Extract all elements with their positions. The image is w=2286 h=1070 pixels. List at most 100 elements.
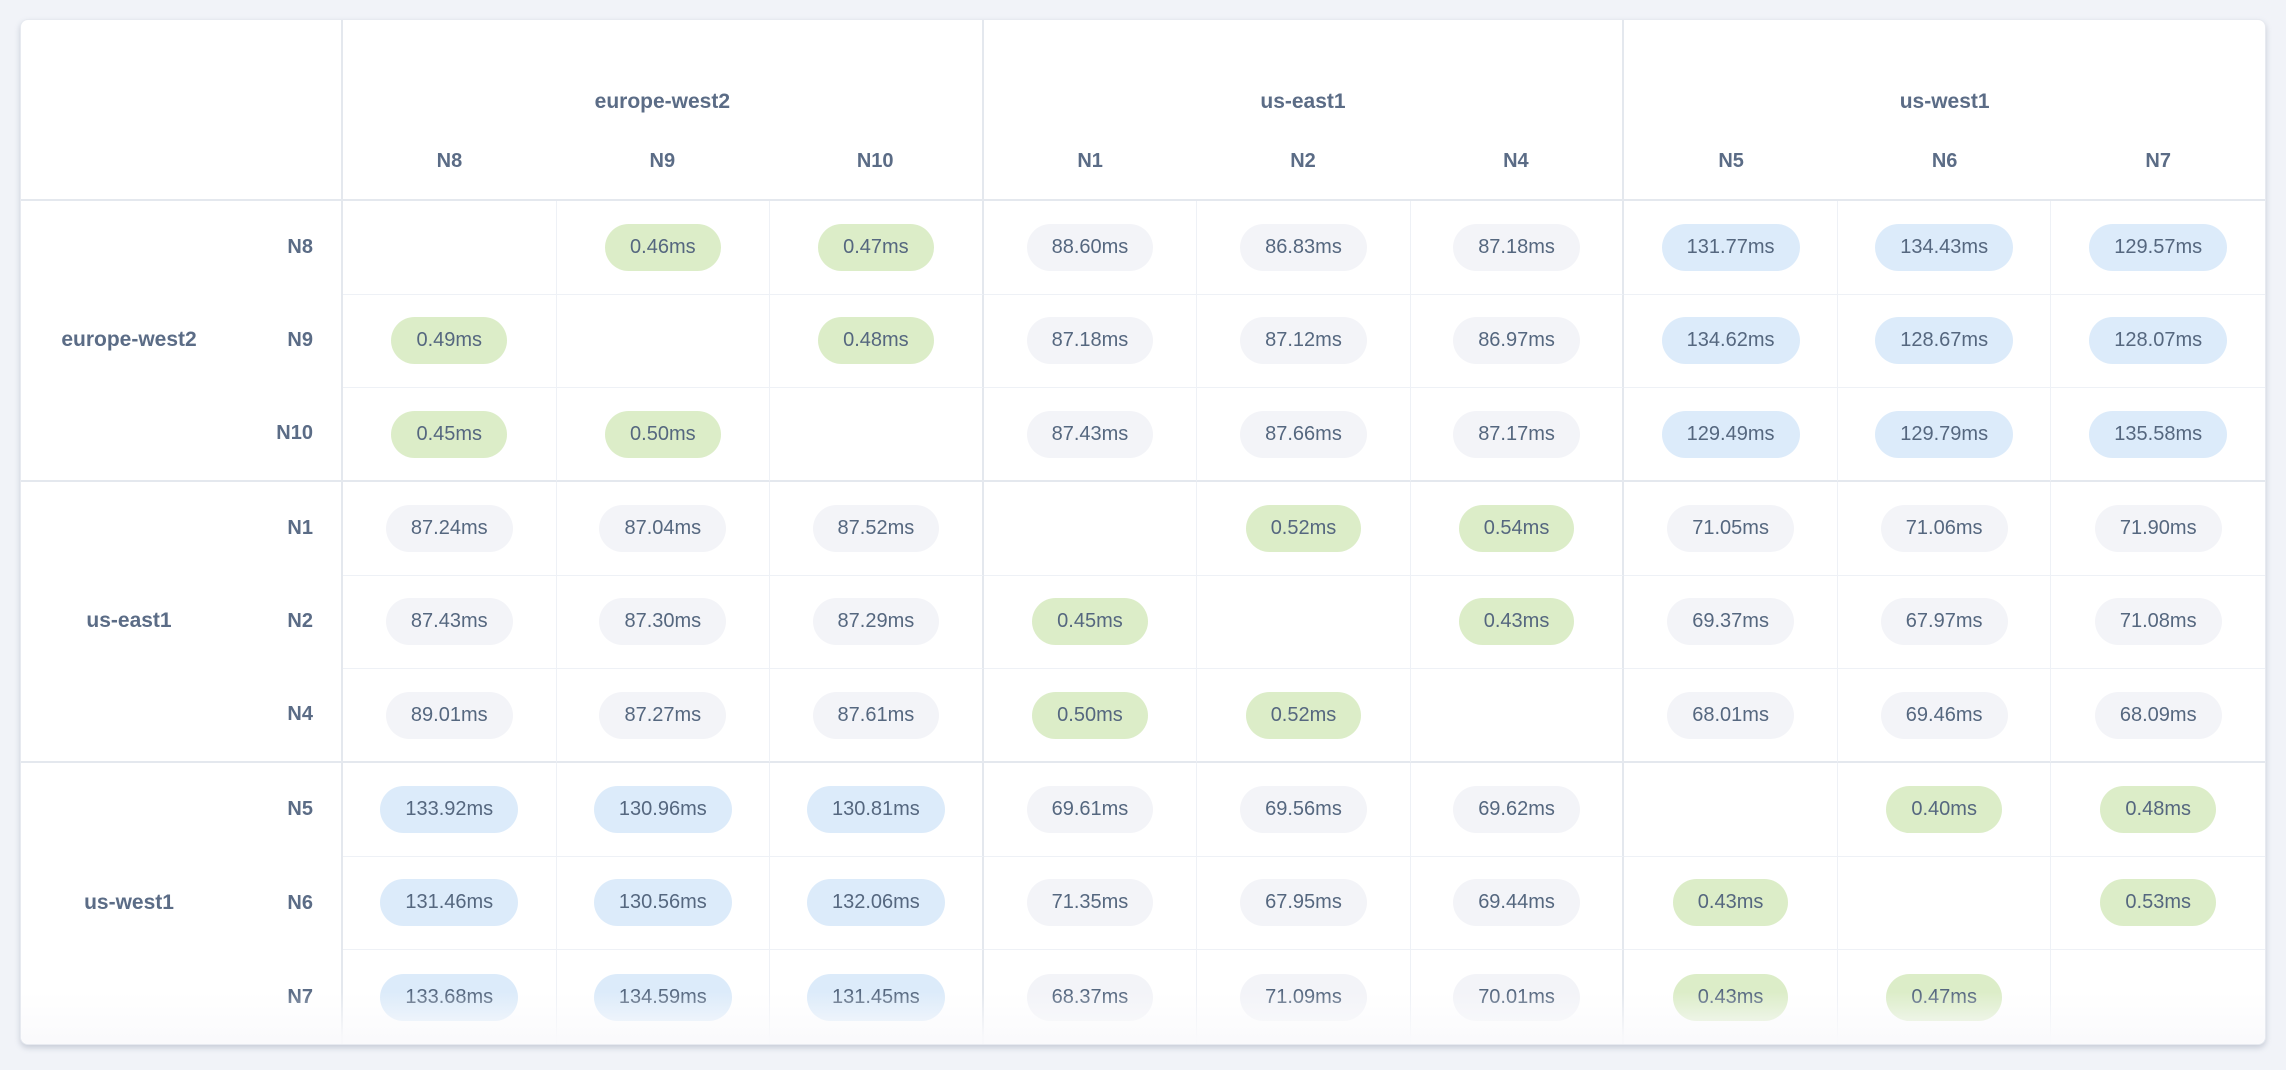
latency-value-pill[interactable]: 133.68ms bbox=[380, 973, 519, 1021]
latency-value-pill[interactable]: 87.30ms bbox=[599, 598, 727, 646]
latency-value-pill[interactable]: 69.46ms bbox=[1880, 691, 2008, 739]
row-group-label-cell: us-west1 N5 N6 N7 bbox=[21, 762, 343, 1044]
latency-value-pill[interactable]: 86.83ms bbox=[1240, 223, 1367, 271]
latency-value-pill[interactable]: 0.43ms bbox=[1672, 879, 1789, 927]
latency-value-pill[interactable]: 128.07ms bbox=[2089, 317, 2228, 365]
latency-value-pill[interactable]: 71.35ms bbox=[1026, 879, 1154, 927]
latency-cell: 87.43ms bbox=[983, 388, 1198, 482]
row-node-label: N7 bbox=[287, 985, 313, 1008]
latency-value-pill[interactable]: 68.37ms bbox=[1026, 973, 1154, 1021]
latency-value-pill[interactable]: 0.45ms bbox=[391, 410, 508, 458]
latency-cell: 71.06ms bbox=[1837, 481, 2052, 576]
latency-value-pill[interactable]: 67.95ms bbox=[1240, 879, 1367, 927]
column-node-header: N6 bbox=[1931, 150, 1958, 172]
latency-value-pill[interactable]: 69.62ms bbox=[1453, 785, 1580, 833]
latency-value-pill[interactable]: 131.77ms bbox=[1661, 223, 1800, 271]
latency-cell: 134.62ms bbox=[1624, 294, 1838, 389]
row-node-label: N5 bbox=[287, 798, 313, 821]
latency-value-pill[interactable]: 0.52ms bbox=[1245, 504, 1362, 552]
latency-value-pill[interactable]: 87.24ms bbox=[385, 504, 513, 552]
latency-value-pill[interactable]: 71.08ms bbox=[2094, 598, 2222, 646]
latency-value-pill[interactable]: 134.62ms bbox=[1661, 317, 1800, 365]
latency-cell: 87.18ms bbox=[1410, 201, 1625, 295]
latency-value-pill[interactable]: 87.18ms bbox=[1026, 317, 1154, 365]
latency-cell: 133.68ms bbox=[343, 950, 557, 1044]
latency-value-pill[interactable]: 128.67ms bbox=[1875, 317, 2014, 365]
latency-value-pill[interactable]: 131.46ms bbox=[380, 879, 519, 927]
latency-value-pill[interactable]: 69.61ms bbox=[1026, 785, 1154, 833]
latency-value-pill[interactable]: 0.50ms bbox=[1032, 691, 1148, 739]
matrix-corner-cell bbox=[21, 20, 343, 201]
row-group-region-label: us-east1 bbox=[86, 609, 172, 633]
latency-cell: 0.48ms bbox=[770, 294, 984, 389]
latency-value-pill[interactable]: 71.90ms bbox=[2094, 504, 2222, 552]
column-group-region-label: us-east1 bbox=[1260, 90, 1346, 113]
latency-value-pill[interactable]: 70.01ms bbox=[1453, 973, 1580, 1021]
column-node-header-row: N8 N9 N10 bbox=[343, 150, 982, 173]
latency-value-pill[interactable]: 0.48ms bbox=[2100, 785, 2217, 833]
latency-value-pill[interactable]: 87.04ms bbox=[599, 504, 727, 552]
latency-value-pill[interactable]: 133.92ms bbox=[380, 785, 519, 833]
latency-value-pill[interactable]: 87.12ms bbox=[1240, 317, 1367, 365]
latency-value-pill[interactable]: 0.40ms bbox=[1886, 785, 2002, 833]
latency-value-pill[interactable]: 0.46ms bbox=[605, 223, 721, 271]
latency-value-pill[interactable]: 0.50ms bbox=[605, 410, 721, 458]
latency-value-pill[interactable]: 87.52ms bbox=[812, 504, 940, 552]
latency-value-pill[interactable]: 0.52ms bbox=[1245, 691, 1362, 739]
latency-value-pill[interactable]: 130.81ms bbox=[806, 785, 945, 833]
latency-value-pill[interactable]: 0.45ms bbox=[1032, 598, 1148, 646]
latency-value-pill[interactable]: 131.45ms bbox=[806, 973, 945, 1021]
latency-value-pill[interactable]: 0.54ms bbox=[1458, 504, 1575, 552]
latency-value-pill[interactable]: 71.05ms bbox=[1667, 504, 1794, 552]
column-node-header: N5 bbox=[1718, 150, 1744, 172]
latency-cell: 131.45ms bbox=[770, 950, 984, 1044]
latency-value-pill[interactable]: 0.48ms bbox=[818, 317, 934, 365]
latency-cell: 69.61ms bbox=[983, 762, 1198, 857]
latency-value-pill[interactable]: 71.06ms bbox=[1880, 504, 2008, 552]
latency-value-pill[interactable]: 68.09ms bbox=[2094, 691, 2222, 739]
row-group-label-cell: europe-west2 N8 N9 N10 bbox=[21, 201, 343, 482]
latency-value-pill[interactable]: 0.47ms bbox=[1886, 973, 2002, 1021]
column-node-header: N8 bbox=[436, 150, 463, 172]
latency-value-pill[interactable]: 129.57ms bbox=[2089, 223, 2228, 271]
latency-value-pill[interactable]: 129.49ms bbox=[1661, 410, 1800, 458]
row-group-region-wrap: us-west1 bbox=[21, 763, 223, 1044]
latency-value-pill[interactable]: 87.17ms bbox=[1453, 410, 1580, 458]
latency-value-pill[interactable]: 0.43ms bbox=[1458, 598, 1575, 646]
latency-value-pill[interactable]: 87.61ms bbox=[812, 691, 940, 739]
latency-value-pill[interactable]: 87.66ms bbox=[1240, 410, 1367, 458]
latency-value-pill[interactable]: 132.06ms bbox=[806, 879, 945, 927]
latency-value-pill[interactable]: 0.49ms bbox=[391, 317, 508, 365]
row-group-region-label: us-west1 bbox=[84, 891, 174, 915]
latency-value-pill[interactable]: 134.43ms bbox=[1875, 223, 2014, 271]
latency-value-pill[interactable]: 69.37ms bbox=[1667, 598, 1794, 646]
latency-value-pill[interactable]: 129.79ms bbox=[1875, 410, 2014, 458]
latency-value-pill[interactable]: 89.01ms bbox=[385, 691, 513, 739]
latency-value-pill[interactable]: 0.53ms bbox=[2100, 879, 2217, 927]
latency-value-pill[interactable]: 87.18ms bbox=[1453, 223, 1580, 271]
latency-value-pill[interactable]: 86.97ms bbox=[1453, 317, 1580, 365]
latency-value-pill[interactable]: 68.01ms bbox=[1667, 691, 1794, 739]
latency-value-pill[interactable]: 87.27ms bbox=[599, 691, 727, 739]
latency-value-pill[interactable]: 67.97ms bbox=[1880, 598, 2008, 646]
latency-cell: 128.67ms bbox=[1837, 294, 2052, 389]
latency-value-pill[interactable]: 69.56ms bbox=[1240, 785, 1367, 833]
column-node-header: N2 bbox=[1290, 150, 1316, 172]
latency-value-pill[interactable]: 135.58ms bbox=[2089, 410, 2228, 458]
latency-value-pill[interactable]: 87.43ms bbox=[1026, 410, 1154, 458]
latency-value-pill[interactable]: 130.96ms bbox=[593, 785, 732, 833]
latency-cell: 69.44ms bbox=[1410, 856, 1625, 951]
latency-value-pill[interactable]: 0.47ms bbox=[818, 223, 934, 271]
latency-value-pill[interactable]: 130.56ms bbox=[593, 879, 732, 927]
latency-value-pill[interactable]: 88.60ms bbox=[1026, 223, 1154, 271]
row-node-label: N10 bbox=[276, 421, 313, 444]
latency-value-pill[interactable]: 0.43ms bbox=[1672, 973, 1789, 1021]
latency-value-pill[interactable]: 87.29ms bbox=[812, 598, 940, 646]
latency-cell: 0.50ms bbox=[556, 388, 771, 482]
latency-cell: 87.12ms bbox=[1197, 294, 1411, 389]
latency-value-pill[interactable]: 69.44ms bbox=[1453, 879, 1580, 927]
latency-value-pill[interactable]: 134.59ms bbox=[593, 973, 732, 1021]
latency-cell: 87.27ms bbox=[556, 669, 771, 763]
latency-value-pill[interactable]: 71.09ms bbox=[1240, 973, 1367, 1021]
latency-value-pill[interactable]: 87.43ms bbox=[385, 598, 513, 646]
